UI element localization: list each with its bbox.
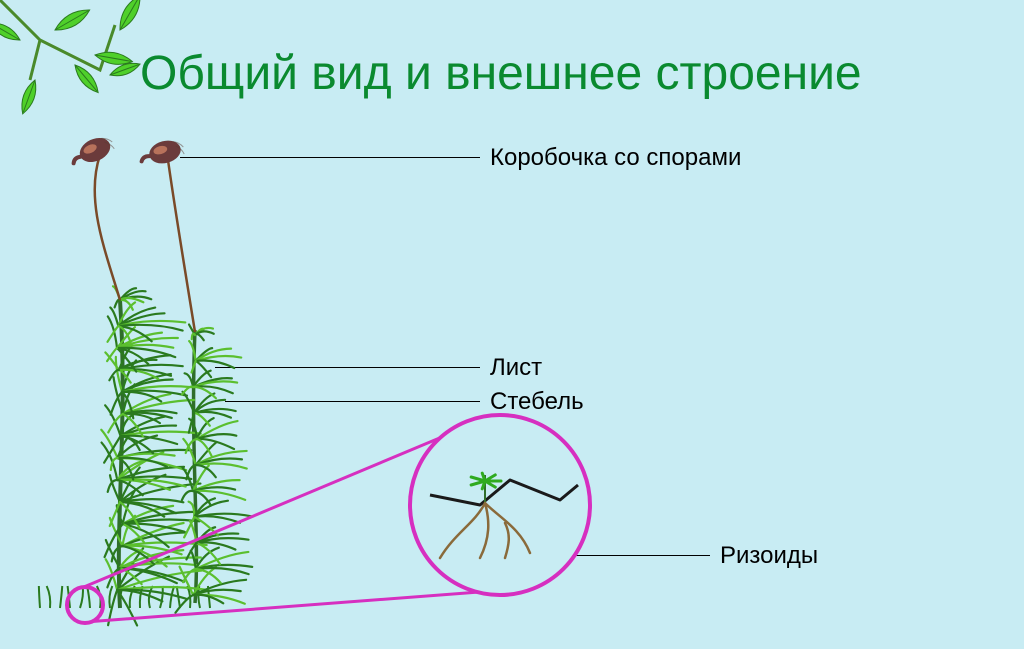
leader-leaf [215,367,480,368]
leader-stem [225,401,480,402]
label-stem: Стебель [490,388,584,416]
page-title: Общий вид и внешнее строение [140,46,862,101]
label-rhizoids: Ризоиды [720,542,818,570]
label-leaf: Лист [490,354,542,382]
leader-rhizoids [540,555,710,556]
leader-capsule [180,157,480,158]
label-capsule: Коробочка со спорами [490,144,741,172]
